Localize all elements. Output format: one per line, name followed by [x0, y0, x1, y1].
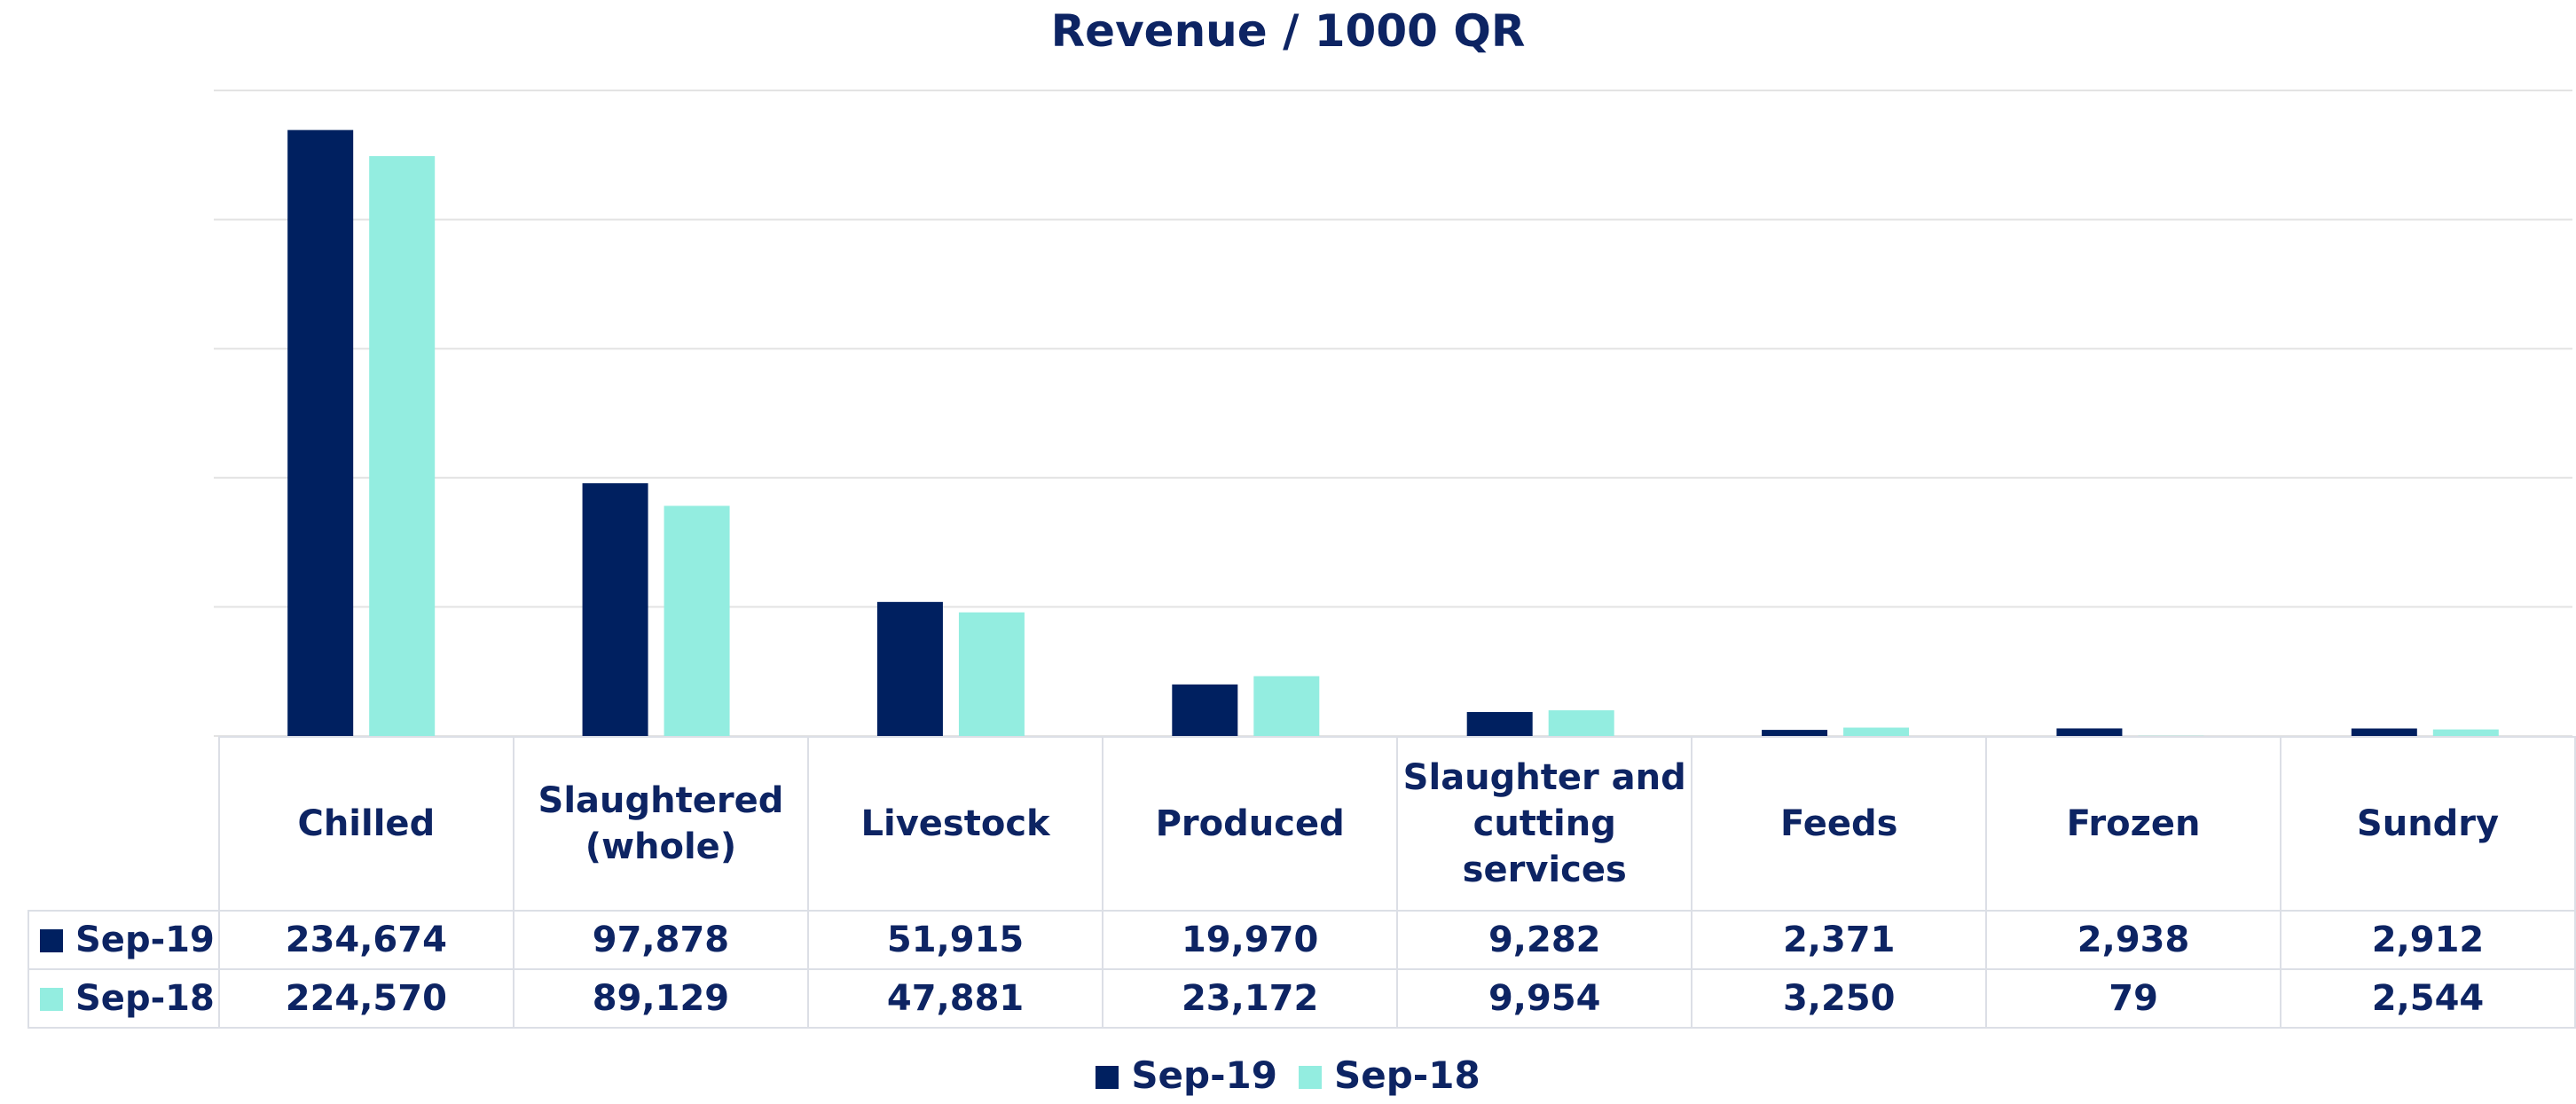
category-label: Sundry — [2280, 736, 2576, 912]
data-label: 9,954 — [1396, 968, 1693, 1029]
bar — [1253, 676, 1320, 736]
data-label: 2,912 — [2280, 910, 2576, 970]
bar — [2056, 728, 2123, 736]
bar — [1172, 684, 1238, 736]
legend-item: Sep-18 — [1299, 1053, 1480, 1097]
category-label: Slaughter and cutting services — [1396, 736, 1693, 912]
category-row: Chilled Slaughtered (whole) Livestock Produ… — [28, 736, 2576, 912]
data-label: 2,544 — [2280, 968, 2576, 1029]
data-label: 2,371 — [1691, 910, 1988, 970]
legend-swatch — [40, 988, 63, 1011]
category-label: Livestock — [807, 736, 1104, 912]
empty-cell — [28, 737, 220, 912]
series-key: Sep-19 — [27, 910, 220, 970]
data-label: 19,970 — [1102, 910, 1399, 970]
bar — [287, 129, 354, 736]
data-label: 89,129 — [512, 968, 810, 1029]
legend-label: Sep-18 — [1334, 1053, 1480, 1097]
bar — [876, 601, 943, 736]
series-name: Sep-18 — [75, 978, 215, 1019]
bar — [664, 505, 730, 736]
bar — [1548, 710, 1614, 736]
series-key: Sep-18 — [27, 968, 220, 1029]
series-row: Sep-19 234,674 97,878 51,915 19,970 9,282 2,37… — [27, 910, 2576, 970]
data-label: 2,938 — [1985, 910, 2282, 970]
category-label: Feeds — [1691, 736, 1988, 912]
series-row: Sep-18 224,570 89,129 47,881 23,172 9,954 3,25… — [27, 968, 2576, 1029]
legend-item: Sep-19 — [1096, 1053, 1277, 1097]
data-label: 9,282 — [1396, 910, 1693, 970]
data-label: 97,878 — [512, 910, 810, 970]
bar — [369, 156, 436, 737]
bar — [1843, 727, 1910, 736]
data-label: 3,250 — [1691, 968, 1988, 1029]
data-table: Chilled Slaughtered (whole) Livestock Produ… — [27, 736, 2576, 1029]
data-label: 234,674 — [217, 910, 514, 970]
data-label: 47,881 — [807, 968, 1104, 1029]
legend-label: Sep-19 — [1131, 1053, 1277, 1097]
data-label: 23,172 — [1102, 968, 1399, 1029]
bar — [1762, 730, 1828, 736]
bar — [2351, 728, 2417, 736]
legend-swatch — [40, 929, 63, 952]
bar — [958, 612, 1025, 736]
legend-swatch — [1096, 1066, 1119, 1089]
category-label: Produced — [1102, 736, 1399, 912]
bar — [1466, 711, 1533, 736]
legend-swatch — [1299, 1066, 1322, 1089]
chart-title: Revenue / 1000 QR — [1050, 5, 1526, 57]
category-label: Chilled — [217, 736, 514, 912]
series-name: Sep-19 — [75, 920, 215, 960]
data-label: 79 — [1985, 968, 2282, 1029]
data-label: 51,915 — [807, 910, 1104, 970]
bar — [2432, 729, 2499, 736]
category-label: Slaughtered (whole) — [512, 736, 810, 912]
bar — [582, 482, 648, 736]
data-label: 224,570 — [217, 968, 514, 1029]
category-label: Frozen — [1985, 736, 2282, 912]
legend: Sep-19 Sep-18 — [0, 1053, 2576, 1097]
